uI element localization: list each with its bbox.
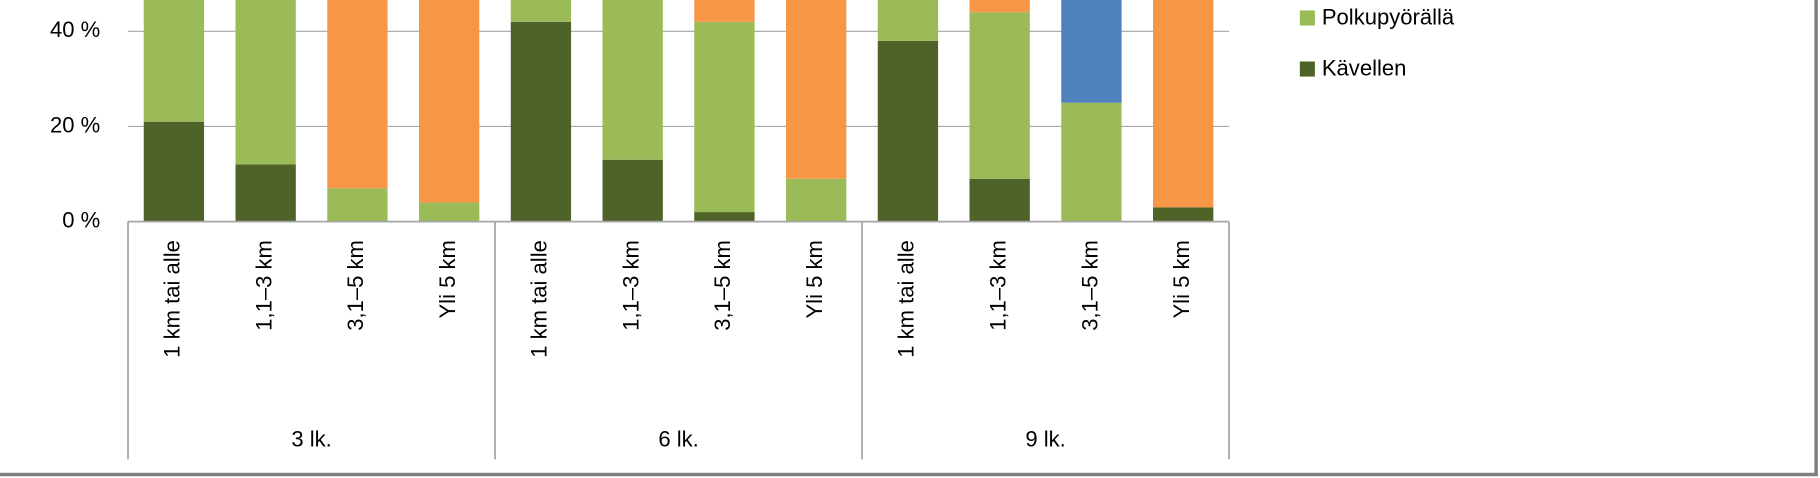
bar-segment bbox=[235, 164, 296, 222]
bar-segment bbox=[877, 40, 939, 222]
legend-swatch bbox=[1299, 61, 1315, 77]
y-tick-label: 40 % bbox=[50, 17, 100, 42]
bar-segment bbox=[786, 178, 847, 222]
x-tick-label: 1,1–3 km bbox=[251, 240, 276, 331]
bar-segment bbox=[143, 0, 205, 122]
group-label: 6 lk. bbox=[658, 427, 698, 452]
bar-segment bbox=[694, 21, 755, 213]
bar-segment bbox=[969, 178, 1030, 222]
bar-segment bbox=[327, 0, 388, 189]
bar-segment bbox=[510, 0, 572, 22]
y-tick-label: 20 % bbox=[50, 112, 100, 137]
x-tick-label: 3,1–5 km bbox=[343, 240, 368, 331]
legend-swatch bbox=[1299, 10, 1315, 26]
bar-segment bbox=[418, 0, 480, 203]
bar-segment bbox=[602, 159, 663, 222]
bar-segment bbox=[143, 121, 205, 222]
bar-segment bbox=[694, 212, 755, 222]
x-tick-label: Yli 5 km bbox=[1169, 240, 1194, 318]
bar-segment bbox=[327, 188, 388, 222]
x-tick-label: Yli 5 km bbox=[435, 240, 460, 318]
group-label: 9 lk. bbox=[1025, 427, 1065, 452]
bar-segment bbox=[786, 0, 847, 179]
bar-segment bbox=[969, 0, 1030, 13]
axes: 0 % 20 % 40 % 1 km tai alle 1,1–3 km 3,1–5 km… bbox=[50, 17, 1230, 460]
bar-segment bbox=[1153, 0, 1214, 208]
bar-segment bbox=[235, 0, 296, 165]
group-label: 3 lk. bbox=[291, 427, 331, 452]
x-tick-label: 3,1–5 km bbox=[710, 240, 735, 331]
bar-segment bbox=[1061, 102, 1122, 222]
bar-segment bbox=[1061, 0, 1122, 103]
bar-segment bbox=[969, 12, 1030, 179]
x-tick-label: 3,1–5 km bbox=[1077, 240, 1102, 331]
legend-label: Polkupyörällä bbox=[1322, 4, 1455, 29]
bar-segment bbox=[510, 21, 572, 222]
x-tick-label: 1 km tai alle bbox=[894, 240, 919, 358]
y-tick-label: 0 % bbox=[62, 207, 100, 232]
bar-segment bbox=[602, 0, 663, 160]
bar-segment bbox=[877, 0, 939, 41]
x-tick-label: 1 km tai alle bbox=[527, 240, 552, 358]
bar-segment bbox=[694, 0, 755, 22]
bar-segment bbox=[418, 202, 480, 222]
x-tick-label: Yli 5 km bbox=[802, 240, 827, 318]
x-tick-label: 1,1–3 km bbox=[618, 240, 643, 331]
legend-label: Kävellen bbox=[1322, 55, 1407, 80]
bars bbox=[143, 0, 1214, 222]
x-tick-label: 1,1–3 km bbox=[986, 240, 1011, 331]
bar-segment bbox=[1153, 207, 1214, 222]
legend: Kävellen Polkupyörällä bbox=[1299, 4, 1455, 80]
x-tick-label: 1 km tai alle bbox=[160, 240, 185, 358]
